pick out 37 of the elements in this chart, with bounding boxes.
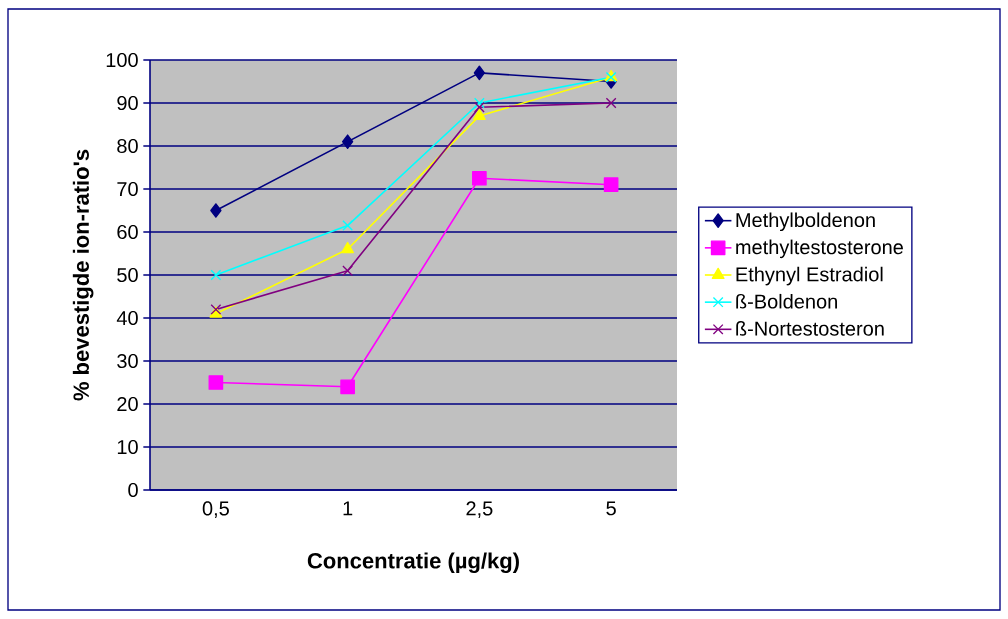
y-tick-label: 90 <box>117 95 138 111</box>
y-axis-title: % bevestigde ion-ratio's <box>72 149 94 401</box>
y-tick-label: 40 <box>116 310 138 326</box>
y-tick-label: 100 <box>106 52 138 68</box>
point <box>341 134 354 150</box>
point <box>605 97 617 109</box>
point <box>341 241 355 254</box>
point <box>472 170 487 186</box>
x-tick-label: 0,5 <box>202 501 229 518</box>
point <box>342 220 354 231</box>
legend-label: methyltestosterone <box>736 239 903 259</box>
point <box>210 269 222 281</box>
legend-label: Ethynyl Estradiol <box>736 266 883 286</box>
y-tick-label: 30 <box>117 353 138 369</box>
x-tick-label: 5 <box>606 501 616 516</box>
point <box>603 177 619 193</box>
point <box>472 108 486 120</box>
y-tick-label: 20 <box>117 396 138 412</box>
x-axis-title: Concentratie (µg/kg) <box>307 552 519 573</box>
y-tick-label: 80 <box>117 138 138 154</box>
y-tick-label: 0 <box>128 482 138 498</box>
y-tick-label: 50 <box>117 267 138 283</box>
x-tick-label: 1 <box>343 501 353 516</box>
point <box>473 101 485 113</box>
point <box>342 265 354 277</box>
point <box>208 375 224 390</box>
x-tick-label: 2,5 <box>466 501 493 518</box>
y-tick-label: 60 <box>117 224 138 240</box>
legend-label: Methylboldenon <box>736 212 875 232</box>
point <box>340 379 355 395</box>
point <box>473 97 485 109</box>
legend-label: ß-Nortestosteron <box>736 321 884 336</box>
legend-label: ß-Boldenon <box>736 293 837 309</box>
y-tick-label: 10 <box>117 439 138 455</box>
y-tick-label: 70 <box>117 181 138 197</box>
point <box>473 65 486 81</box>
point <box>210 203 222 218</box>
